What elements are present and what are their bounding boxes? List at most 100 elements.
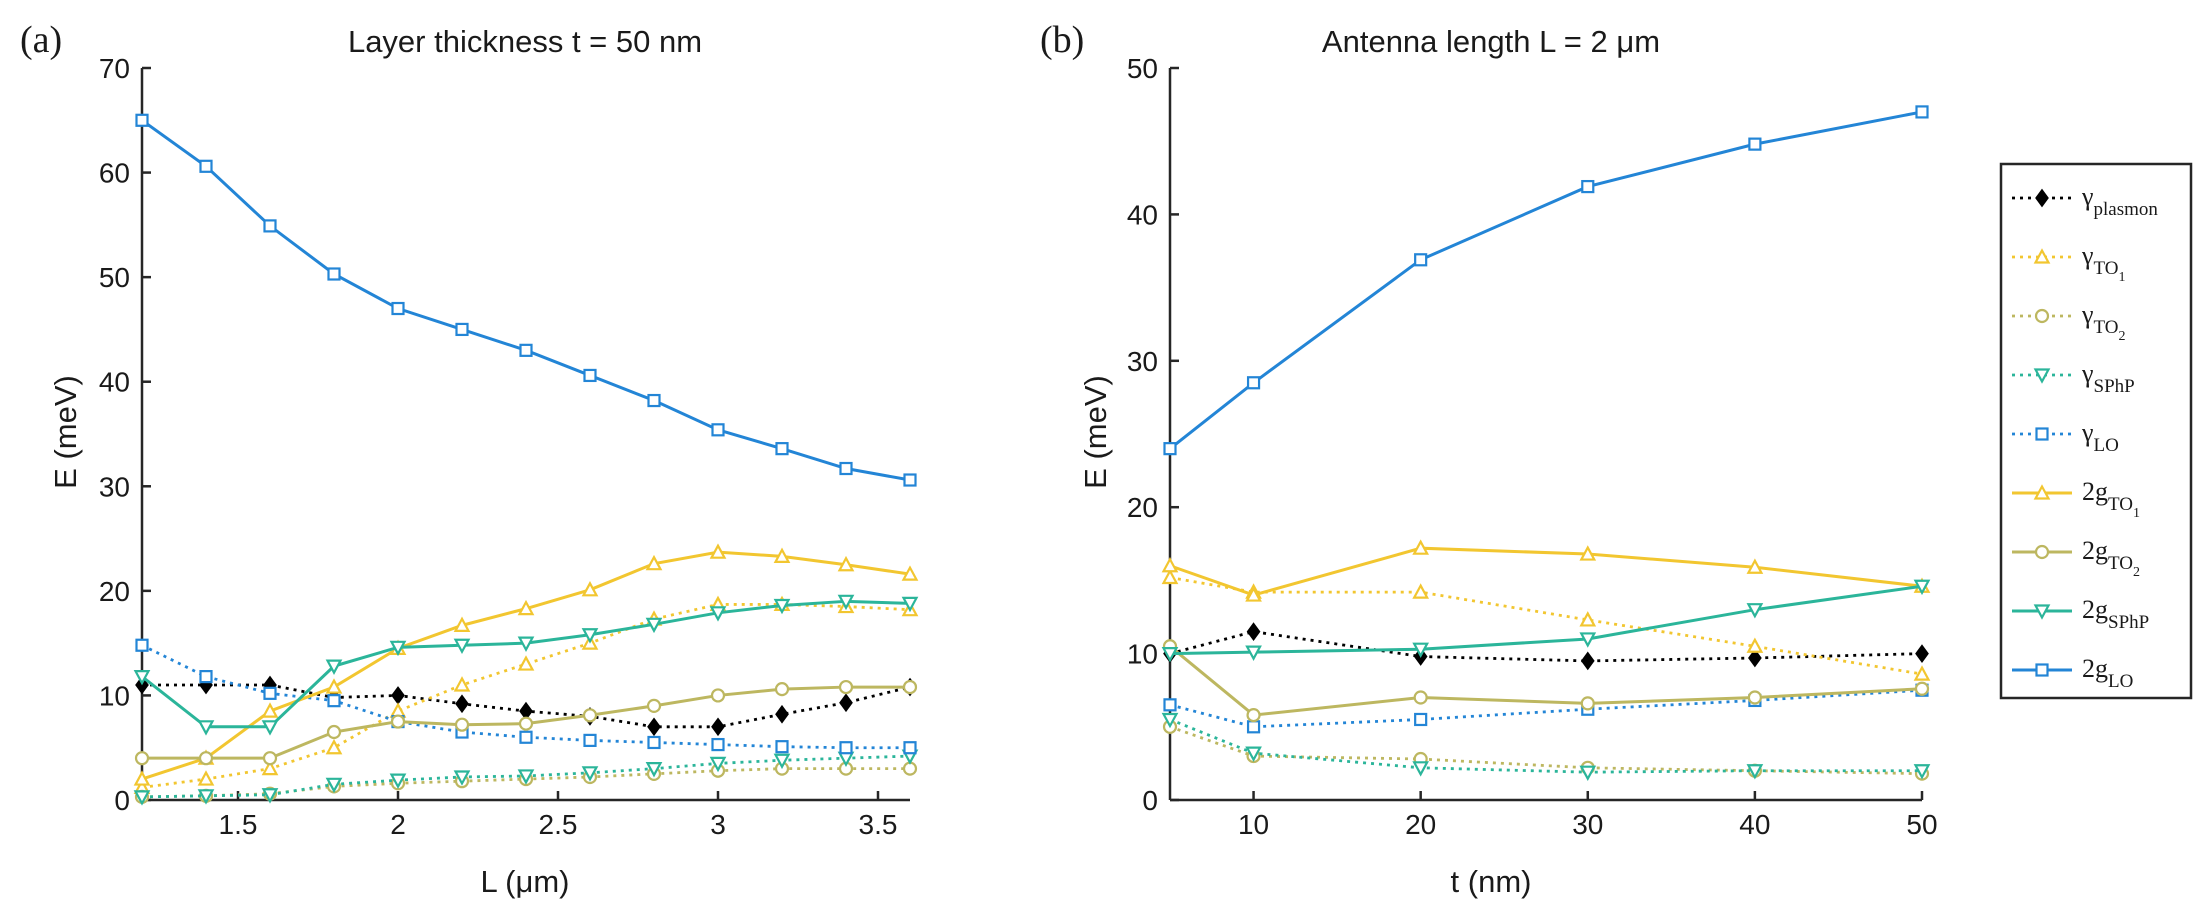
series-line-2g_TO2 bbox=[1169, 645, 1923, 717]
x-tick-label: 3 bbox=[710, 809, 726, 840]
data-point-gamma_SPhP bbox=[709, 756, 727, 773]
data-point-2g_TO2 bbox=[134, 751, 150, 766]
data-point-gamma_plasmon bbox=[647, 717, 661, 737]
y-tick-label: 20 bbox=[99, 576, 130, 607]
data-point-gamma_TO1 bbox=[1161, 568, 1179, 585]
series-line-gamma_TO1 bbox=[1169, 576, 1923, 676]
data-point-gamma_plasmon bbox=[775, 704, 789, 724]
data-point-gamma_TO1 bbox=[1579, 611, 1597, 627]
legend-label-gamma_TO2: γTO2 bbox=[2081, 300, 2125, 344]
data-point-2g_LO bbox=[1414, 253, 1428, 267]
data-point-2g_LO bbox=[903, 473, 917, 487]
y-tick-label: 50 bbox=[99, 262, 130, 293]
series-line-gamma_TO1 bbox=[141, 603, 911, 789]
panel-a-plot: 0 10 20 30 40 50 60 70 1.5 2 2.5 3 3.5 bbox=[99, 53, 919, 840]
legend-label-sub: SPhP bbox=[2108, 612, 2149, 633]
series-line-2g_LO bbox=[1169, 110, 1923, 450]
data-point-2g_TO1 bbox=[901, 565, 919, 581]
legend-label-base: 2g bbox=[2082, 536, 2108, 565]
series-line-2g_TO1 bbox=[1169, 546, 1923, 597]
data-point-gamma_TO1 bbox=[197, 770, 215, 786]
panel-b-xlabel: t (nm) bbox=[1451, 864, 1532, 899]
data-point-gamma_LO bbox=[647, 735, 661, 750]
data-point-2g_TO1 bbox=[1746, 558, 1764, 574]
data-point-gamma_SPhP bbox=[1412, 761, 1430, 777]
data-point-2g_TO1 bbox=[645, 554, 663, 571]
legend-label-base: 2g bbox=[2082, 595, 2108, 624]
data-point-gamma_TO1 bbox=[325, 738, 343, 755]
panel-b-ylabel: E (meV) bbox=[1078, 375, 1113, 489]
data-point-2g_LO bbox=[135, 113, 149, 127]
y-tick-label: 30 bbox=[1127, 346, 1158, 377]
data-point-2g_SPhP bbox=[517, 636, 535, 652]
data-point-gamma_LO bbox=[583, 733, 597, 747]
data-point-2g_SPhP bbox=[389, 640, 407, 657]
data-point-gamma_SPhP bbox=[1245, 746, 1262, 762]
y-tick-label: 10 bbox=[1127, 639, 1158, 670]
data-point-gamma_LO bbox=[199, 670, 213, 684]
data-point-2g_SPhP bbox=[581, 628, 599, 644]
data-point-2g_LO bbox=[263, 219, 277, 233]
data-point-2g_LO bbox=[839, 461, 853, 476]
legend-label-base: γ bbox=[2081, 359, 2094, 388]
data-point-gamma_plasmon bbox=[391, 686, 405, 705]
data-point-2g_TO1 bbox=[773, 547, 791, 563]
legend-label-gamma_TO1: γTO1 bbox=[2081, 241, 2125, 285]
legend-label-gamma_plasmon: γplasmon bbox=[2081, 182, 2158, 220]
panel-b-label: (b) bbox=[1040, 19, 1084, 61]
legend-marker-gamma_TO1 bbox=[2033, 248, 2051, 264]
data-point-gamma_TO1 bbox=[453, 676, 471, 692]
series-line-2g_SPhP bbox=[1169, 584, 1923, 656]
data-point-gamma_LO bbox=[1414, 712, 1428, 727]
legend-label-subsub: 1 bbox=[2118, 270, 2125, 285]
data-point-gamma_plasmon bbox=[455, 694, 469, 714]
data-point-gamma_LO bbox=[903, 741, 917, 755]
legend-label-sub: TO bbox=[2108, 553, 2133, 574]
legend-label-base: γ bbox=[2081, 418, 2094, 447]
x-tick-label: 1.5 bbox=[219, 809, 258, 840]
panel-a-label: (a) bbox=[20, 19, 62, 61]
data-point-2g_TO1 bbox=[453, 616, 471, 632]
data-point-2g_SPhP bbox=[1579, 632, 1597, 648]
data-point-gamma_SPhP bbox=[1913, 764, 1931, 780]
data-point-2g_TO1 bbox=[1579, 545, 1597, 561]
legend-label-subsub: 1 bbox=[2133, 506, 2140, 521]
data-point-gamma_LO bbox=[1246, 720, 1261, 734]
data-point-gamma_LO bbox=[1163, 698, 1177, 712]
y-tick-label: 40 bbox=[1127, 199, 1158, 230]
legend-marker-gamma_SPhP bbox=[2033, 368, 2051, 384]
legend-label-subsub: 2 bbox=[2118, 329, 2125, 344]
data-point-gamma_TO1 bbox=[517, 655, 535, 671]
data-point-2g_LO bbox=[647, 393, 661, 408]
x-tick-label: 3.5 bbox=[859, 809, 898, 840]
data-point-2g_SPhP bbox=[773, 598, 791, 615]
data-point-gamma_LO bbox=[775, 740, 789, 754]
data-point-2g_TO2 bbox=[390, 714, 406, 729]
data-point-2g_TO1 bbox=[1245, 586, 1262, 602]
legend-label-base: γ bbox=[2081, 241, 2094, 270]
data-point-gamma_plasmon bbox=[1915, 644, 1929, 663]
data-point-2g_SPhP bbox=[133, 670, 151, 686]
x-tick-label: 10 bbox=[1238, 809, 1269, 840]
data-point-gamma_LO bbox=[839, 741, 853, 755]
data-point-2g_SPhP bbox=[1913, 579, 1931, 596]
data-point-2g_LO bbox=[455, 322, 469, 337]
data-point-gamma_SPhP bbox=[261, 788, 279, 804]
y-tick-label: 0 bbox=[114, 785, 130, 816]
legend-label-2g_TO1: 2gTO1 bbox=[2082, 477, 2140, 521]
data-point-gamma_plasmon bbox=[519, 701, 533, 721]
series-line-gamma_plasmon bbox=[1169, 630, 1923, 663]
data-point-2g_SPhP bbox=[901, 596, 919, 613]
y-tick-label: 10 bbox=[99, 680, 130, 711]
y-tick-label: 40 bbox=[99, 367, 130, 398]
data-point-2g_TO2 bbox=[774, 682, 790, 697]
legend-label-sub: SPhP bbox=[2094, 376, 2135, 397]
data-point-gamma_LO bbox=[519, 730, 533, 744]
data-point-2g_LO bbox=[1246, 376, 1261, 390]
data-point-gamma_plasmon bbox=[1580, 651, 1595, 671]
legend-label-2g_TO2: 2gTO2 bbox=[2082, 536, 2140, 580]
data-point-gamma_TO1 bbox=[261, 759, 279, 776]
x-tick-label: 50 bbox=[1906, 809, 1937, 840]
legend-label-gamma_SPhP: γSPhP bbox=[2081, 359, 2135, 397]
